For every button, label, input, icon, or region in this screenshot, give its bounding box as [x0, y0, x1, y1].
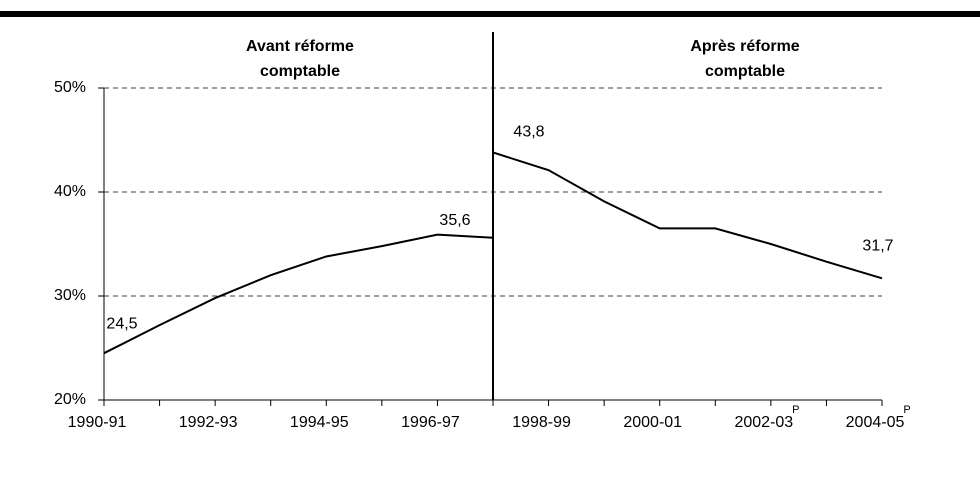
annotation: comptable	[705, 63, 785, 80]
annotation: comptable	[260, 63, 340, 80]
line-series	[103, 233, 494, 355]
data-label: 31,7	[862, 238, 893, 255]
x-tick-label: 2000-01	[623, 414, 682, 431]
x-tick-label: 2002-03	[734, 414, 793, 431]
x-tick-label: 1996-97	[401, 414, 460, 431]
annotation: Après réforme	[690, 38, 799, 55]
line-series	[492, 151, 883, 280]
projection-mark: P	[903, 404, 910, 416]
y-tick-label: 30%	[54, 287, 86, 304]
header-rule	[0, 11, 980, 17]
data-label: 43,8	[513, 124, 544, 141]
x-tick-label: 2004-05	[846, 414, 905, 431]
data-label: 35,6	[439, 212, 470, 229]
y-tick-label: 50%	[54, 79, 86, 96]
x-tick-label: 1998-99	[512, 414, 571, 431]
x-tick-label: 1990-91	[68, 414, 127, 431]
x-tick-label: 1992-93	[179, 414, 238, 431]
y-tick-label: 40%	[54, 183, 86, 200]
y-tick-label: 20%	[54, 391, 86, 408]
data-label: 24,5	[106, 315, 137, 332]
x-tick-label: 1994-95	[290, 414, 349, 431]
annotation: Avant réforme	[246, 38, 354, 55]
projection-mark: P	[792, 404, 799, 416]
